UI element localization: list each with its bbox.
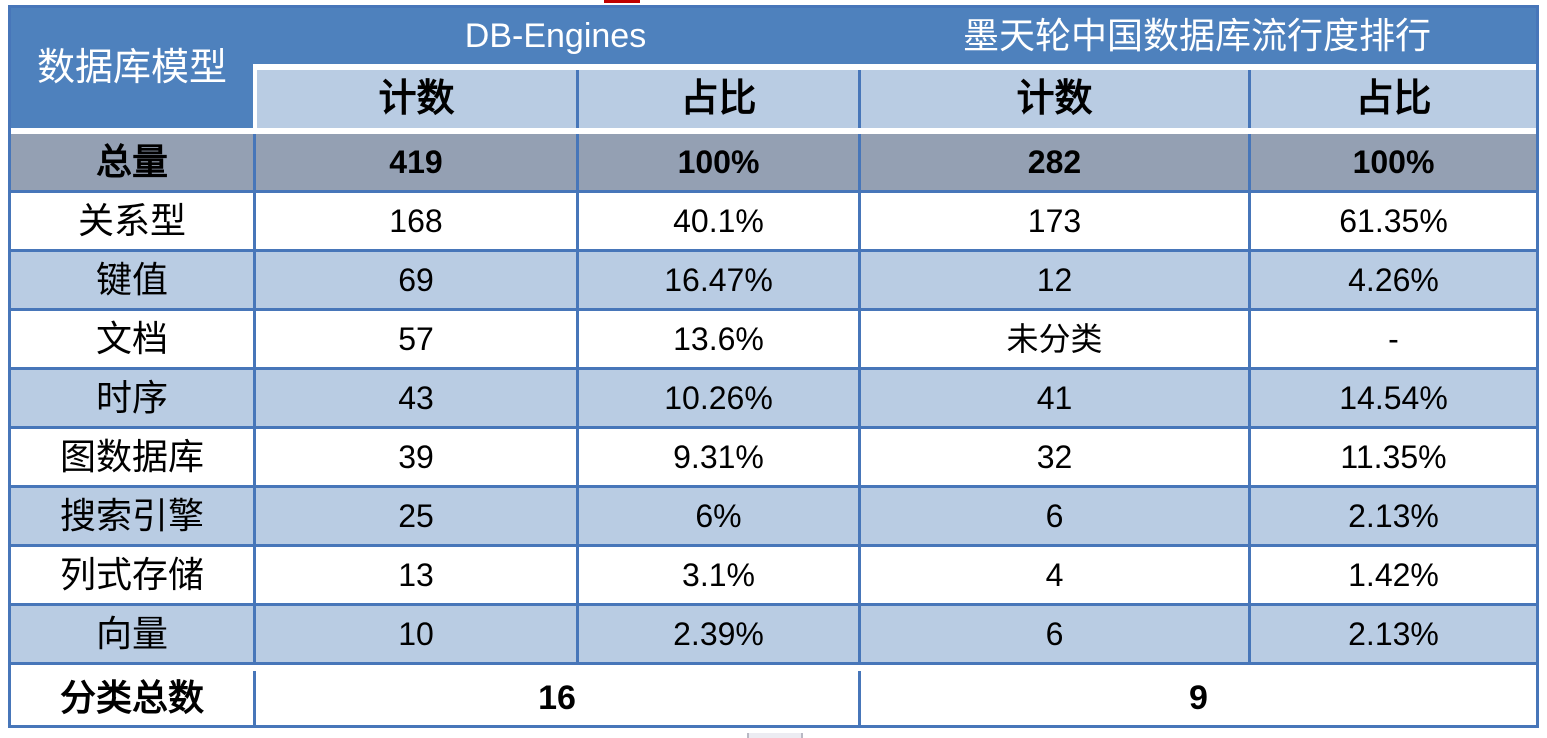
cell-mo-count: 282	[858, 134, 1248, 190]
cell-mo-count: 未分类	[858, 311, 1248, 367]
body-footer-divider	[11, 665, 1536, 671]
footer-db-total: 16	[253, 671, 858, 725]
cell-mo-count: 41	[858, 370, 1248, 426]
table-row-category-totals: 分类总数 16 9	[11, 671, 1536, 725]
table-row: 关系型 168 40.1% 173 61.35%	[11, 193, 1536, 252]
cell-db-count: 39	[253, 429, 576, 485]
table-row: 键值 69 16.47% 12 4.26%	[11, 252, 1536, 311]
database-model-comparison-table: 数据库模型 DB-Engines 墨天轮中国数据库流行度排行 计数 占比 计数 …	[8, 5, 1539, 728]
header-group-divider	[253, 64, 1536, 70]
cell-mo-count: 173	[858, 193, 1248, 249]
cell-db-count: 43	[253, 370, 576, 426]
table-row: 列式存储 13 3.1% 4 1.42%	[11, 547, 1536, 606]
row-label: 时序	[95, 378, 168, 418]
cell-mo-share: 100%	[1248, 134, 1536, 190]
cell-mo-count: 6	[858, 488, 1248, 544]
cell-mo-count: 6	[858, 606, 1248, 662]
cell-db-share: 10.26%	[576, 370, 858, 426]
row-label: 关系型	[77, 201, 186, 241]
subheader-mo-count: 计数	[858, 70, 1248, 128]
cell-mo-share: 14.54%	[1248, 370, 1536, 426]
cell-mo-share: 11.35%	[1248, 429, 1536, 485]
header-right-block: DB-Engines 墨天轮中国数据库流行度排行 计数 占比 计数 占比	[253, 8, 1536, 128]
cell-db-count: 10	[253, 606, 576, 662]
bottom-edge-artifact	[747, 733, 803, 738]
row-label: 向量	[95, 614, 168, 654]
cell-mo-count: 4	[858, 547, 1248, 603]
footer-label: 分类总数	[59, 678, 204, 718]
table-row-total: 总量 419 100% 282 100%	[11, 134, 1536, 193]
table-header: 数据库模型 DB-Engines 墨天轮中国数据库流行度排行 计数 占比 计数 …	[11, 8, 1536, 128]
table-row: 向量 10 2.39% 6 2.13%	[11, 606, 1536, 665]
cell-db-share: 2.39%	[576, 606, 858, 662]
cell-db-count: 168	[253, 193, 576, 249]
header-group-row: DB-Engines 墨天轮中国数据库流行度排行	[253, 8, 1536, 64]
footer-mo-total: 9	[858, 671, 1536, 725]
table-row: 文档 57 13.6% 未分类 -	[11, 311, 1536, 370]
row-label: 文档	[95, 319, 168, 359]
cell-db-share: 16.47%	[576, 252, 858, 308]
cell-db-count: 57	[253, 311, 576, 367]
cell-mo-share: 2.13%	[1248, 488, 1536, 544]
cell-db-share: 40.1%	[576, 193, 858, 249]
cell-mo-share: 1.42%	[1248, 547, 1536, 603]
subheader-db-share: 占比	[576, 70, 858, 128]
header-subrow: 计数 占比 计数 占比	[253, 70, 1536, 128]
cell-mo-share: 2.13%	[1248, 606, 1536, 662]
cell-db-share: 9.31%	[576, 429, 858, 485]
table-row: 时序 43 10.26% 41 14.54%	[11, 370, 1536, 429]
cell-db-share: 13.6%	[576, 311, 858, 367]
subheader-mo-share: 占比	[1248, 70, 1536, 128]
header-database-model: 数据库模型	[11, 8, 253, 128]
cell-mo-count: 12	[858, 252, 1248, 308]
cell-mo-share: 4.26%	[1248, 252, 1536, 308]
cell-mo-share: -	[1248, 311, 1536, 367]
row-label: 图数据库	[59, 437, 204, 477]
cell-db-count: 419	[253, 134, 576, 190]
cell-db-count: 69	[253, 252, 576, 308]
header-group-db-engines: DB-Engines	[464, 17, 647, 55]
table-row: 图数据库 39 9.31% 32 11.35%	[11, 429, 1536, 488]
cell-mo-count: 32	[858, 429, 1248, 485]
header-group-motianlun: 墨天轮中国数据库流行度排行	[962, 16, 1431, 56]
top-edge-artifact	[604, 0, 640, 3]
row-label: 总量	[95, 142, 168, 182]
cell-db-share: 100%	[576, 134, 858, 190]
row-label: 列式存储	[59, 555, 204, 595]
header-body-divider	[11, 128, 1536, 134]
cell-db-count: 13	[253, 547, 576, 603]
table-row: 搜索引擎 25 6% 6 2.13%	[11, 488, 1536, 547]
cell-db-share: 6%	[576, 488, 858, 544]
cell-db-count: 25	[253, 488, 576, 544]
row-label: 键值	[95, 260, 168, 300]
subheader-db-count: 计数	[253, 70, 576, 128]
row-label: 搜索引擎	[59, 496, 204, 536]
cell-mo-share: 61.35%	[1248, 193, 1536, 249]
cell-db-share: 3.1%	[576, 547, 858, 603]
